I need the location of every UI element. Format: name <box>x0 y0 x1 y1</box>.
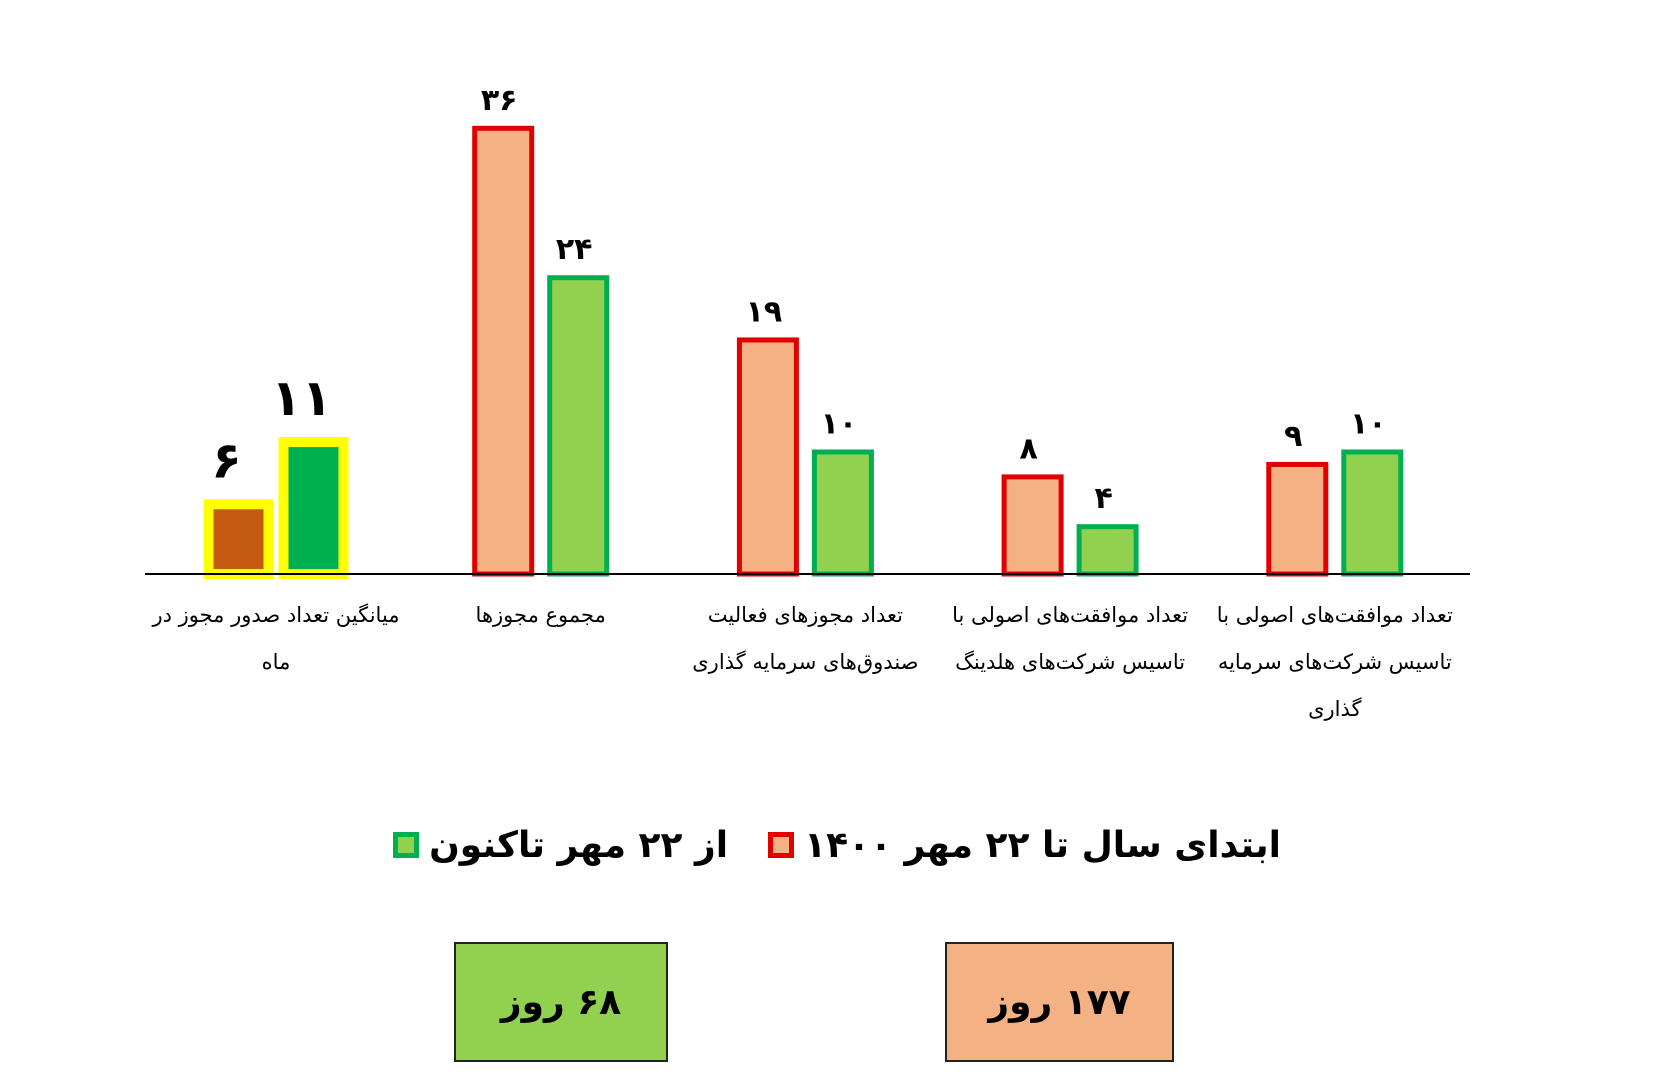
bar <box>472 125 535 577</box>
x-tick-label: تعداد موافقت‌های اصولی با تاسیس شرکت‌های… <box>952 603 1189 674</box>
bar <box>811 449 874 577</box>
bar <box>1266 461 1329 577</box>
value-label: ۱۰ <box>821 407 858 442</box>
value-label: ۱۱ <box>271 369 332 427</box>
bar <box>1076 524 1139 577</box>
legend-item: ابتدای سال تا ۲۲ مهر ۱۴۰۰ <box>768 815 1281 875</box>
bar <box>1341 449 1404 577</box>
value-label: ۶ <box>211 431 242 489</box>
bar <box>736 337 799 577</box>
legend-swatch <box>393 832 420 858</box>
annotation-box: ۱۷۷ روز <box>945 942 1174 1062</box>
value-label: ۴ <box>1094 481 1112 516</box>
bar <box>278 437 349 579</box>
x-tick-label: تعداد موافقت‌های اصولی با تاسیس شرکت‌های… <box>1216 603 1453 721</box>
legend-label: از ۲۲ مهر تاکنون <box>429 824 729 866</box>
legend: ابتدای سال تا ۲۲ مهر ۱۴۰۰ از ۲۲ مهر تاکنو… <box>0 815 1674 875</box>
value-label: ۲۴ <box>556 232 593 267</box>
value-label: ۱۹ <box>746 294 783 329</box>
x-tick-label: تعداد مجوزهای فعالیت صندوق‌های سرمایه گذ… <box>692 603 919 674</box>
value-label: ۸ <box>1019 431 1037 466</box>
legend-swatch <box>768 832 795 858</box>
bar <box>203 499 274 579</box>
x-tick-label: مجموع مجوزها <box>475 603 606 627</box>
x-tick-label: میانگین تعداد صدور مجوز در ماه <box>152 603 400 674</box>
bar <box>1001 474 1064 577</box>
value-label: ۳۶ <box>481 83 518 118</box>
legend-item: از ۲۲ مهر تاکنون <box>393 815 728 875</box>
value-label: ۱۰ <box>1350 407 1387 442</box>
legend-label: ابتدای سال تا ۲۲ مهر ۱۴۰۰ <box>804 824 1281 866</box>
value-label: ۹ <box>1284 419 1302 454</box>
bar <box>547 275 610 577</box>
annotation-box: ۶۸ روز <box>454 942 668 1062</box>
